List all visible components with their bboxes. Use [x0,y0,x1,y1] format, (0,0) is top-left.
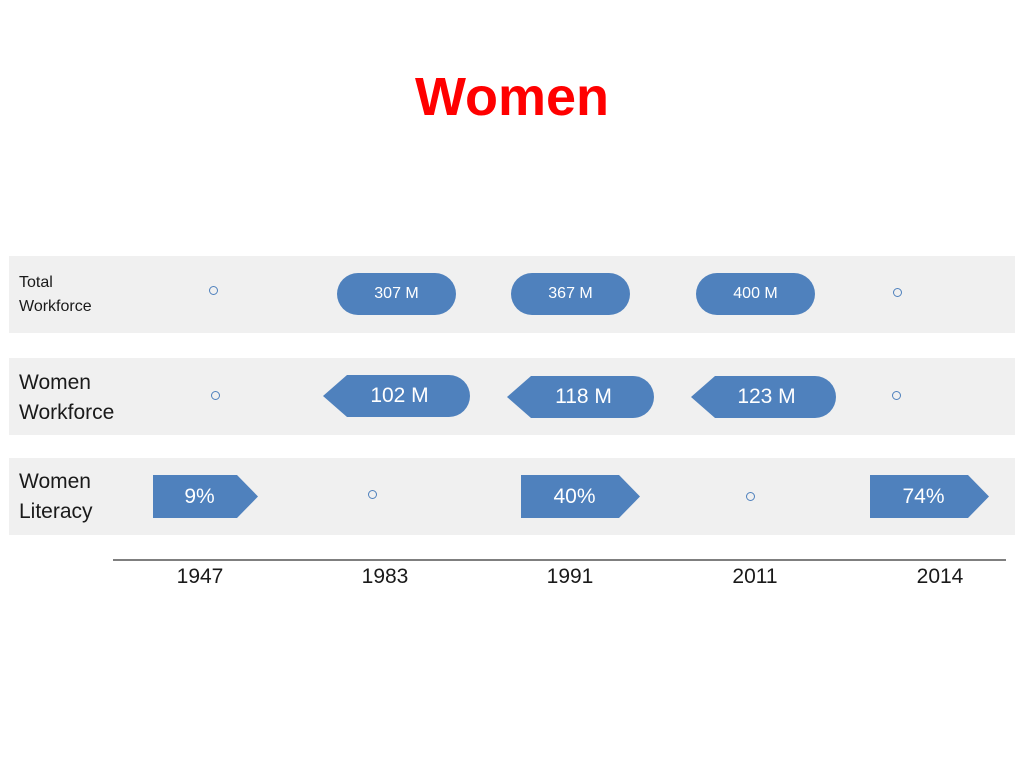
total-workforce-2011-pill: 400 M [696,273,815,315]
women-workforce-label: Women Workforce [19,368,114,428]
empty-marker-1947 [209,286,218,295]
women-workforce-2011-value: 123 M [737,385,796,408]
total-workforce-1983-pill: 307 M [337,273,456,315]
left-arrow-shape [323,375,470,417]
women-literacy-label: Women Literacy [19,467,93,527]
women-workforce-1983-arrow: 102 M [323,375,470,417]
empty-marker-1983 [368,490,377,499]
total-workforce-label-line1: Total [19,274,53,291]
right-arrow-shape [521,475,640,518]
total-workforce-2011-value: 400 M [733,285,778,302]
year-label-2011: 2011 [732,565,778,588]
empty-marker-2014 [893,288,902,297]
women-workforce-label-line1: Women [19,371,91,394]
women-literacy-2014-arrow: 74% [870,475,989,518]
empty-marker-1947 [211,391,220,400]
empty-marker-2014 [892,391,901,400]
women-literacy-1947-value: 9% [184,484,215,508]
women-workforce-1983-value: 102 M [370,384,429,407]
women-literacy-1991-value: 40% [553,484,596,508]
women-workforce-1991-arrow: 118 M [507,376,654,418]
women-literacy-1947-arrow: 9% [153,475,258,518]
left-arrow-shape [691,376,836,418]
total-workforce-label-line2: Workforce [19,298,92,315]
page-title: Women [414,67,609,127]
women-workforce-1991-value: 118 M [555,385,612,408]
right-arrow-shape [870,475,989,518]
women-literacy-2014-value: 74% [902,484,945,508]
women-literacy-label-line1: Women [19,470,91,493]
women-literacy-label-line2: Literacy [19,500,93,523]
right-arrow-shape [153,475,258,518]
women-literacy-1991-arrow: 40% [521,475,640,518]
year-label-1991: 1991 [546,565,594,588]
year-label-2014: 2014 [916,565,964,588]
total-workforce-1991-pill: 367 M [511,273,630,315]
timeline-axis [113,559,1006,561]
women-workforce-2011-arrow: 123 M [691,376,836,418]
total-workforce-1983-value: 307 M [374,285,419,302]
left-arrow-shape [507,376,654,418]
empty-marker-2011 [746,492,755,501]
year-label-1983: 1983 [361,565,409,588]
women-workforce-label-line2: Workforce [19,401,115,424]
year-label-1947: 1947 [176,565,224,588]
total-workforce-label: Total Workforce [19,271,92,319]
total-workforce-1991-value: 367 M [548,285,593,302]
